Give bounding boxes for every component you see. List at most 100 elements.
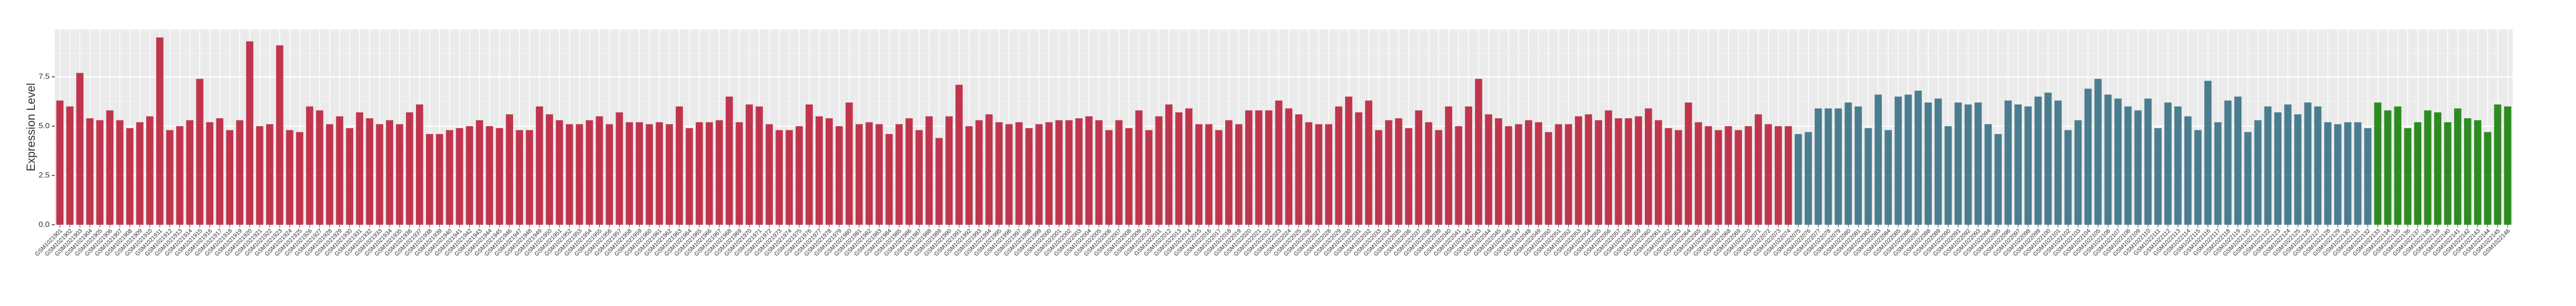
bar <box>2284 104 2291 225</box>
bar <box>2084 89 2092 225</box>
bar <box>1595 120 1603 225</box>
bar <box>1085 116 1093 225</box>
bar <box>446 130 453 225</box>
bar <box>605 124 613 225</box>
bar <box>1445 106 1453 225</box>
bar <box>686 128 693 225</box>
bar <box>1755 114 1762 225</box>
bar <box>1964 104 1972 225</box>
bar <box>816 116 823 225</box>
bar <box>136 122 144 225</box>
bar <box>1514 124 1522 225</box>
bar <box>376 124 383 225</box>
bar <box>1305 122 1313 225</box>
bar <box>2124 106 2132 225</box>
bar <box>1625 118 1632 225</box>
bar <box>1345 97 1352 225</box>
bar <box>416 104 423 225</box>
bar <box>2504 106 2512 225</box>
bar <box>366 118 374 225</box>
y-axis-label: Expression Level <box>24 83 37 171</box>
bar <box>1895 97 1902 225</box>
bar <box>2404 128 2412 225</box>
bar <box>2054 100 2062 225</box>
bar <box>595 116 603 225</box>
bar <box>615 112 623 225</box>
bar <box>1605 110 1612 225</box>
bar <box>2434 112 2441 225</box>
bar <box>555 120 563 225</box>
bar <box>356 112 364 225</box>
bar <box>1654 120 1662 225</box>
bar <box>1974 102 1982 225</box>
bar <box>765 124 773 225</box>
bar <box>855 124 863 225</box>
bar <box>1245 110 1253 225</box>
y-tick-label: 7.5 <box>39 72 50 81</box>
bar <box>705 122 713 225</box>
bar <box>1235 124 1243 225</box>
bar <box>2134 110 2142 225</box>
bar <box>316 110 324 225</box>
bar <box>1005 124 1013 225</box>
bar <box>1545 132 1552 225</box>
bar <box>2474 120 2482 225</box>
bar <box>2114 98 2122 225</box>
bar <box>306 106 314 225</box>
bar <box>2014 104 2022 225</box>
bar <box>2274 112 2282 225</box>
bar <box>1145 130 1153 225</box>
bar <box>276 45 283 225</box>
bar <box>895 124 903 225</box>
bar <box>2354 122 2362 225</box>
bar <box>1495 118 1502 225</box>
bar <box>246 41 253 225</box>
bar <box>386 120 393 225</box>
bar <box>676 106 683 225</box>
bar <box>905 118 913 225</box>
bar <box>2324 122 2332 225</box>
bar <box>1125 128 1133 225</box>
bar <box>2024 106 2032 225</box>
bar <box>476 120 484 225</box>
bar <box>2064 130 2072 225</box>
bar <box>725 97 733 225</box>
bar <box>1465 106 1472 225</box>
bar <box>1694 122 1702 225</box>
bar <box>1355 112 1362 225</box>
bar <box>496 128 504 225</box>
bar <box>1375 130 1382 225</box>
bar <box>1765 124 1772 225</box>
bar <box>955 84 963 225</box>
bar <box>1215 130 1223 225</box>
bar <box>1725 126 1732 225</box>
bar <box>1075 118 1083 225</box>
bar <box>2154 128 2162 225</box>
bar <box>1485 114 1492 225</box>
bar <box>266 124 273 225</box>
bar <box>1335 106 1342 225</box>
bar <box>1325 124 1332 225</box>
bar <box>1664 128 1672 225</box>
bar <box>186 120 194 225</box>
bar <box>745 104 753 225</box>
bar <box>845 102 853 225</box>
bar <box>156 37 164 225</box>
bar <box>2374 102 2382 225</box>
bar <box>516 130 523 225</box>
bar <box>925 116 933 225</box>
bar <box>1505 126 1512 225</box>
bar <box>1225 120 1233 225</box>
bar <box>1905 94 1912 225</box>
bar <box>126 128 134 225</box>
bar <box>636 122 643 225</box>
bar <box>865 122 873 225</box>
bar <box>1524 120 1532 225</box>
bar <box>286 130 293 225</box>
bar <box>1255 110 1263 225</box>
bar <box>2224 100 2232 225</box>
bar <box>975 120 983 225</box>
bar <box>166 130 174 225</box>
bar <box>1095 120 1103 225</box>
y-tick-label: 5.0 <box>39 121 50 130</box>
